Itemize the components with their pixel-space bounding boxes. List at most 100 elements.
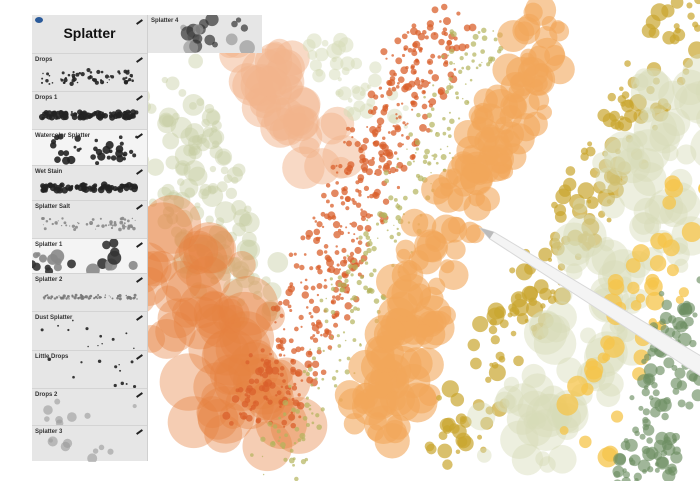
brush-item[interactable]: Watercolor Splatter <box>32 129 147 166</box>
paint-splatter <box>267 421 273 427</box>
brush-item[interactable]: Splatter Salt <box>32 200 147 239</box>
paint-splatter <box>288 413 296 421</box>
brush-mark <box>72 71 75 74</box>
paint-splatter <box>591 239 630 278</box>
paint-splatter <box>230 310 248 328</box>
paint-splatter <box>402 121 406 125</box>
paint-splatter <box>278 353 283 357</box>
paint-splatter <box>262 282 282 302</box>
brush-mark <box>57 149 64 157</box>
paint-splatter <box>632 426 640 434</box>
paint-splatter <box>403 45 409 51</box>
paint-splatter <box>682 57 694 69</box>
paint-splatter <box>606 199 612 204</box>
paint-splatter <box>295 409 300 414</box>
paint-splatter <box>411 108 414 111</box>
paint-splatter <box>655 365 665 376</box>
brush-item[interactable]: Drops 1 <box>32 91 147 130</box>
paint-splatter <box>317 346 322 351</box>
paint-splatter <box>401 134 404 137</box>
brush-mark <box>71 224 76 228</box>
brush-item[interactable]: Splatter 2 <box>32 273 147 312</box>
paint-splatter <box>460 151 493 184</box>
paint-splatter <box>446 39 452 46</box>
paint-splatter <box>330 283 333 286</box>
paint-splatter <box>443 17 451 26</box>
paint-splatter <box>282 379 286 383</box>
paint-splatter <box>148 198 158 207</box>
brush-item[interactable]: Drops <box>32 53 147 92</box>
paint-splatter <box>210 126 218 133</box>
paint-splatter <box>179 284 224 329</box>
paint-splatter <box>597 352 609 364</box>
brush-mark <box>44 114 49 119</box>
paint-splatter <box>529 412 547 430</box>
paint-splatter <box>298 314 304 321</box>
paint-splatter <box>428 98 437 106</box>
paint-splatter <box>186 259 203 276</box>
brush-item[interactable]: Little Drops <box>32 350 147 389</box>
brush-item[interactable]: Splatter 3 <box>32 425 147 462</box>
paint-splatter <box>382 136 386 141</box>
paint-splatter <box>339 224 343 228</box>
paint-splatter <box>476 448 492 463</box>
paint-splatter <box>448 48 455 54</box>
paint-splatter <box>694 24 700 32</box>
paint-splatter <box>453 68 457 71</box>
paint-splatter <box>603 336 625 358</box>
paint-splatter <box>515 263 533 281</box>
paint-splatter <box>174 231 191 249</box>
brush-mark <box>98 295 102 299</box>
paint-splatter <box>340 201 346 206</box>
paint-splatter <box>309 404 312 407</box>
brush-item[interactable]: Drops 2 <box>32 388 147 426</box>
brush-mark <box>101 343 103 345</box>
paint-splatter <box>374 423 410 459</box>
brush-set-header[interactable]: Splatter <box>32 15 147 53</box>
paint-splatter <box>430 53 436 59</box>
edit-icon[interactable] <box>136 19 143 25</box>
paint-splatter <box>664 466 673 475</box>
brush-mark <box>131 217 134 220</box>
paint-splatter <box>685 401 694 410</box>
brush-item[interactable]: Splatter 1 <box>32 238 147 274</box>
paint-splatter <box>239 412 248 420</box>
brush-mark <box>100 70 104 74</box>
paint-splatter <box>499 104 523 128</box>
paint-splatter <box>426 235 441 250</box>
brush-mark <box>52 183 57 188</box>
paint-splatter <box>321 192 327 199</box>
brush-mark <box>47 253 59 265</box>
paint-splatter <box>471 59 475 63</box>
paint-splatter <box>401 85 409 93</box>
paint-splatter <box>316 264 322 270</box>
paint-splatter <box>309 266 314 271</box>
paint-splatter <box>201 382 232 413</box>
paint-splatter <box>638 110 649 121</box>
paint-splatter <box>435 132 438 134</box>
paint-splatter <box>303 285 309 291</box>
brush-item[interactable]: Wet Stain <box>32 165 147 201</box>
paint-splatter <box>320 369 327 376</box>
brush-mark <box>65 297 68 300</box>
paint-splatter <box>254 401 257 404</box>
brush-splatter-4[interactable]: Splatter 4 <box>147 15 262 53</box>
paint-splatter <box>226 231 238 243</box>
brush-mark <box>53 263 62 272</box>
brush-item[interactable]: Dust Splatter <box>32 311 147 351</box>
paint-splatter <box>222 411 231 420</box>
brush-mark <box>123 222 126 225</box>
paint-splatter <box>514 309 520 315</box>
paint-splatter <box>448 152 451 155</box>
paint-splatter <box>461 66 465 70</box>
paint-splatter <box>346 126 351 131</box>
paint-splatter <box>397 82 400 85</box>
brush-mark <box>125 225 127 228</box>
brush-mark <box>68 298 70 300</box>
paint-splatter <box>225 380 274 430</box>
brush-mark <box>118 293 122 298</box>
paint-splatter <box>311 421 315 425</box>
paint-splatter <box>516 312 529 325</box>
paint-splatter <box>284 385 290 390</box>
brush-preview <box>47 436 114 462</box>
